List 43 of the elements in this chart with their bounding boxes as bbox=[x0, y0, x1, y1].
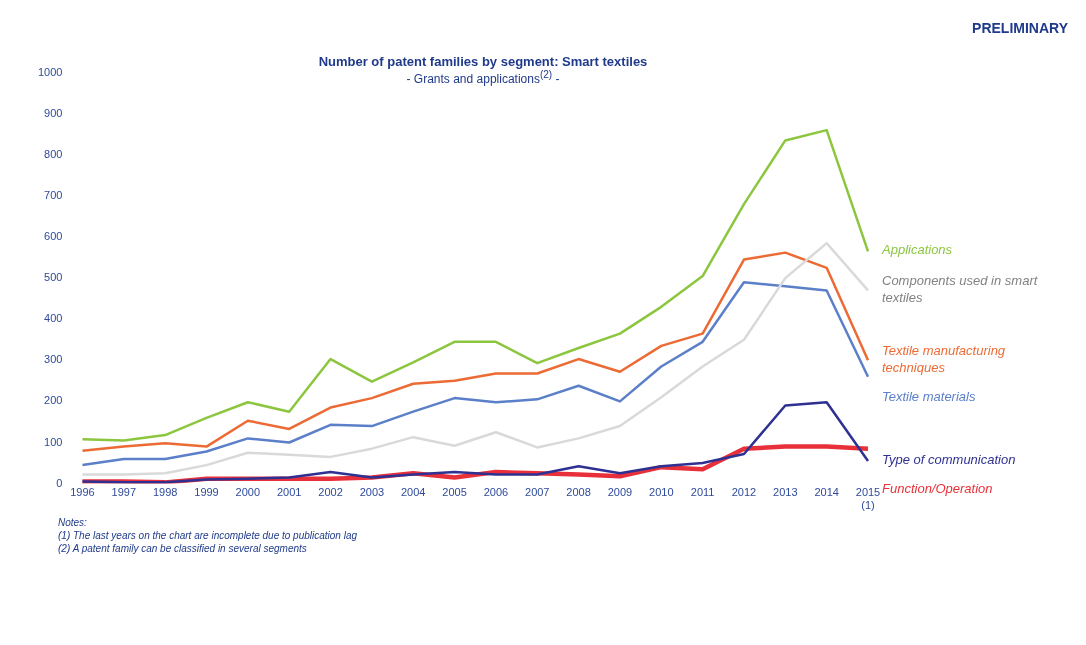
x-tick-label: 2011 bbox=[690, 486, 715, 499]
text: (1) The last years on the chart are incomplete due to publication lag bbox=[58, 529, 359, 542]
chart-subtitle: - Grants and applications$^{(2)}$ - bbox=[406, 69, 560, 86]
x-tick-label: 2008 bbox=[566, 486, 591, 499]
x-tick-label: 2015 (1) bbox=[855, 486, 881, 512]
x-tick-label: 2006 bbox=[483, 486, 509, 499]
y-tick-label: 400 bbox=[44, 312, 63, 325]
series-label: Type of communication bbox=[882, 452, 1016, 468]
x-tick-label: 1997 bbox=[111, 486, 137, 499]
x-tick-label: 2005 bbox=[442, 486, 467, 499]
y-tick-label: 700 bbox=[44, 188, 63, 201]
x-tick-label: 2003 bbox=[359, 486, 385, 499]
x-tick-label: 2014 bbox=[814, 486, 839, 499]
y-tick-label: 1000 bbox=[37, 65, 63, 78]
x-tick-label: 2004 bbox=[400, 486, 426, 499]
y-tick-label: 200 bbox=[44, 394, 63, 407]
x-tick-label: 2007 bbox=[525, 486, 550, 499]
text: Notes: bbox=[58, 516, 88, 529]
series-label: Textile materials bbox=[882, 388, 976, 404]
chart-title: Number of patent families by segment: Smart textiles bbox=[318, 54, 648, 69]
x-tick-label: 2000 bbox=[235, 486, 261, 499]
series-label: Applications bbox=[881, 242, 953, 258]
y-tick-label: 100 bbox=[44, 435, 63, 448]
x-tick-label: 1999 bbox=[194, 486, 219, 499]
y-tick-label: 300 bbox=[44, 353, 63, 366]
x-tick-label: 2012 bbox=[731, 486, 757, 499]
x-tick-label: 2010 bbox=[649, 486, 674, 499]
text: (2) A patent family can be classified in several segments bbox=[58, 542, 308, 555]
text: Function/Operation bbox=[882, 481, 993, 497]
y-tick-label: 500 bbox=[44, 271, 63, 284]
y-tick-label: 900 bbox=[44, 106, 63, 119]
x-tick-label: 2002 bbox=[318, 486, 343, 499]
x-tick-label: 2013 bbox=[773, 486, 798, 499]
x-tick-label: 1996 bbox=[70, 486, 95, 499]
series-label: Textile manufacturing techniques bbox=[882, 342, 1006, 375]
text: PRELIMINARY bbox=[972, 20, 1068, 36]
x-tick-label: 2009 bbox=[607, 486, 633, 499]
x-tick-label: 2001 bbox=[276, 486, 302, 499]
series-label: Components used in smart textiles bbox=[882, 273, 1039, 306]
y-tick-label: 800 bbox=[44, 147, 63, 160]
y-tick-label: 0 bbox=[56, 476, 63, 489]
x-tick-label: 1998 bbox=[152, 486, 178, 499]
y-tick-label: 600 bbox=[44, 230, 63, 243]
